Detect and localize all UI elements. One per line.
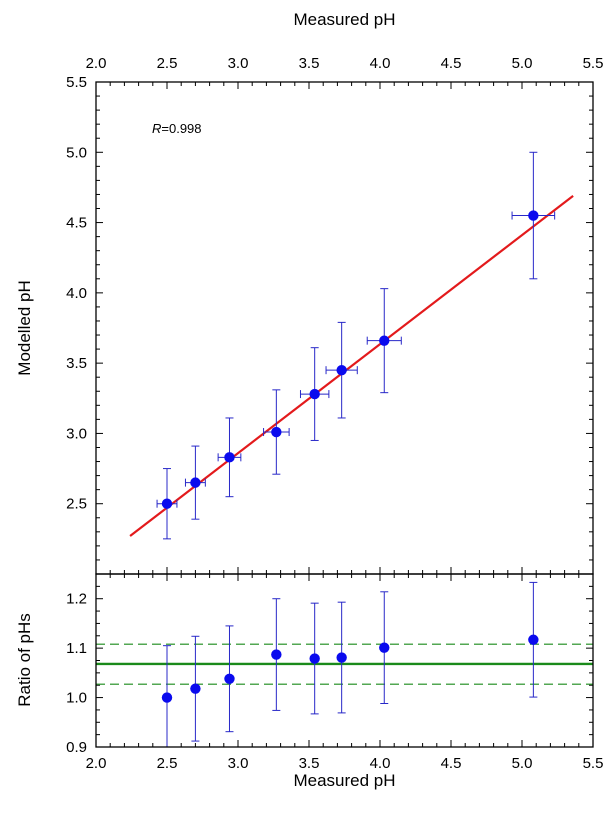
top-y-tick-label: 3.5 [66, 355, 87, 372]
top-y-tick-label: 2.5 [66, 496, 87, 513]
top-y-tick-label: 5.0 [66, 144, 87, 161]
correlation-annotation: R=0.998 [152, 121, 202, 136]
bottom-data-point [190, 635, 201, 742]
data-marker [271, 649, 282, 660]
top-data-point [366, 288, 402, 394]
data-marker [309, 653, 320, 664]
top-y-tick-label: 3.0 [66, 425, 87, 442]
bottom-y-tick-label: 0.9 [66, 739, 87, 756]
data-marker [528, 634, 539, 645]
data-marker [528, 210, 539, 221]
data-marker [190, 477, 201, 488]
bottom-x-axis-title: Measured pH [293, 771, 395, 790]
bottom-y-tick-label: 1.1 [66, 640, 87, 657]
top-data-point [184, 445, 206, 520]
top-x-tick-label: 2.5 [157, 55, 178, 72]
top-data-point [299, 347, 330, 441]
top-x-tick-label: 2.0 [86, 55, 107, 72]
ratio-panel: 2.0 2.5 3.0 3.5 4.0 4.5 5.0 5.5 0.9 1.0 1.1 1.2 Mea… [15, 573, 603, 790]
top-x-tick-label: 4.0 [370, 55, 391, 72]
bottom-x-tick-label: 4.0 [370, 755, 391, 772]
data-marker [190, 683, 201, 694]
bottom-x-tick-label: 5.5 [583, 755, 604, 772]
top-y-tick-label: 4.5 [66, 215, 87, 232]
data-marker [161, 498, 173, 509]
data-marker [336, 652, 347, 663]
bottom-data-point [161, 645, 173, 748]
bottom-x-tick-label: 3.5 [299, 755, 320, 772]
bottom-data-point [224, 625, 235, 733]
top-panel-fit-line-group [129, 194, 574, 537]
bottom-x-tick-label: 2.0 [86, 755, 107, 772]
data-marker [379, 642, 390, 653]
top-x-tick-label: 4.5 [441, 55, 462, 72]
top-data-point [263, 389, 290, 475]
top-x-tick-label: 5.0 [512, 55, 533, 72]
bottom-data-point [336, 601, 347, 714]
data-marker [309, 388, 320, 400]
bottom-x-tick-label: 5.0 [512, 755, 533, 772]
top-y-tick-label: 5.5 [66, 74, 87, 91]
top-y-tick-label: 4.0 [66, 285, 87, 302]
bottom-x-tick-label: 3.0 [228, 755, 249, 772]
data-marker [271, 426, 282, 438]
correlation-symbol: R [152, 121, 161, 136]
top-data-point [217, 417, 242, 498]
top-panel-data-points [156, 151, 556, 540]
data-marker [336, 364, 347, 376]
correlation-value: =0.998 [161, 121, 201, 136]
top-data-point [325, 321, 358, 419]
top-x-tick-label: 3.0 [228, 55, 249, 72]
top-x-tick-label: 3.5 [299, 55, 320, 72]
bottom-data-point [271, 598, 282, 711]
bottom-x-tick-label: 4.5 [441, 755, 462, 772]
fit-line [129, 194, 574, 537]
bottom-x-tick-label: 2.5 [157, 755, 178, 772]
bottom-data-point [309, 602, 320, 715]
top-x-tick-label: 5.5 [583, 55, 604, 72]
data-marker [224, 673, 235, 684]
data-marker [379, 335, 390, 346]
modelled-vs-measured-panel: 2.0 2.5 3.0 3.5 4.0 4.5 5.0 5.5 2.5 3.0 3.5 4.0 4.5 5… [15, 10, 603, 575]
bottom-data-point [528, 581, 539, 698]
bottom-y-tick-label: 1.0 [66, 690, 87, 707]
bottom-y-axis-title: Ratio of pHs [15, 613, 34, 707]
top-x-axis-title: Measured pH [293, 10, 395, 29]
top-y-axis-title: Modelled pH [15, 280, 34, 375]
top-data-point [511, 151, 556, 280]
bottom-panel-reference-lines [96, 643, 593, 685]
bottom-data-point [379, 591, 390, 705]
top-panel-tick-labels: 2.0 2.5 3.0 3.5 4.0 4.5 5.0 5.5 2.5 3.0 3.5 4.0 4.5 5… [66, 55, 603, 513]
data-marker [224, 452, 235, 463]
bottom-y-tick-label: 1.2 [66, 591, 87, 608]
data-marker [161, 692, 173, 703]
bottom-panel-ticks [95, 573, 594, 748]
bottom-panel-frame [95, 573, 594, 748]
bottom-panel-tick-labels: 2.0 2.5 3.0 3.5 4.0 4.5 5.0 5.5 0.9 1.0 1.1 1.2 [66, 591, 603, 772]
top-data-point [156, 468, 178, 540]
bottom-panel-data-points [161, 581, 539, 748]
